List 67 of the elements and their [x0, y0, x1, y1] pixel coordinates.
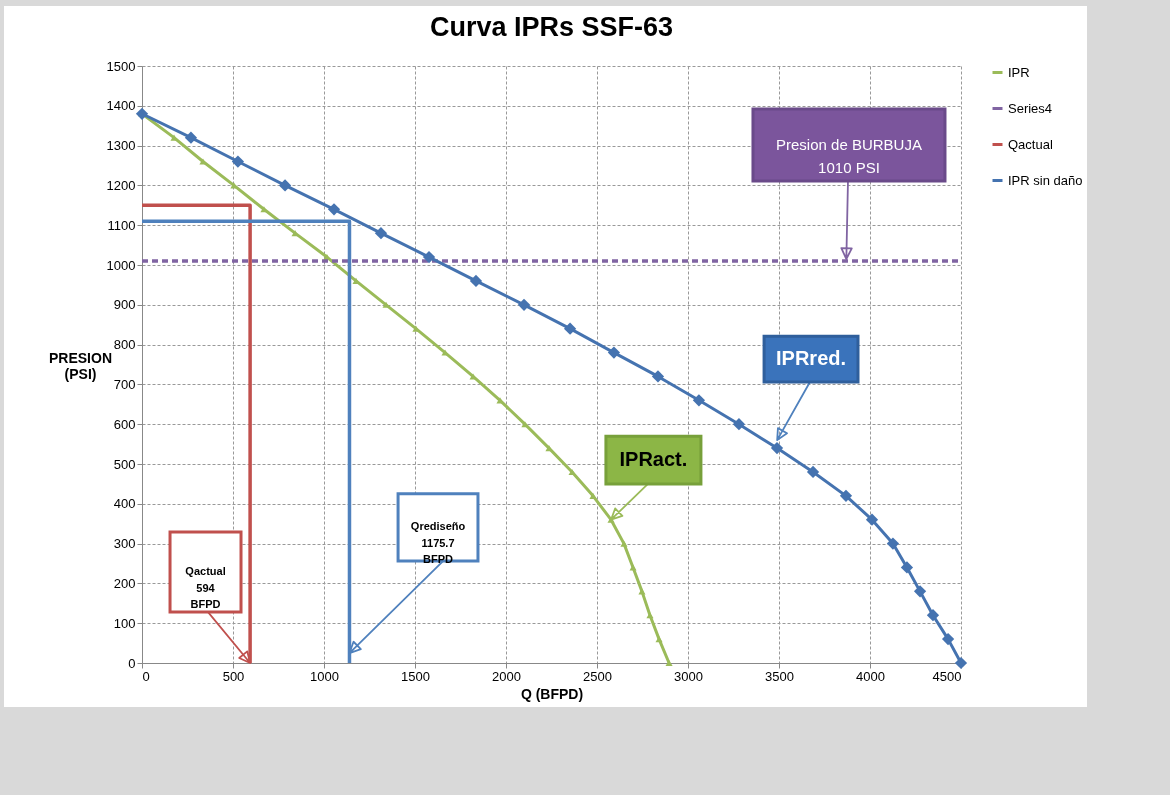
y-tick-label: 1000 — [106, 257, 136, 273]
point — [327, 203, 341, 216]
point — [806, 465, 820, 479]
point — [692, 394, 706, 407]
point — [913, 585, 927, 598]
point — [607, 346, 621, 359]
y-tick-label: 700 — [113, 376, 136, 392]
annotation: Qrediseño 1175.7 BFPD — [410, 520, 466, 566]
point — [422, 250, 436, 264]
point — [629, 564, 637, 571]
x-tick-label: 0 — [142, 668, 150, 684]
point — [926, 609, 940, 622]
x-axis-title: Q (BFPD) — [520, 685, 584, 702]
point — [563, 322, 577, 335]
x-tick-label: 2500 — [583, 668, 612, 684]
x-tick-label: 3000 — [674, 668, 703, 684]
annotation: Presion de BURBUJA 1010 PSI — [776, 136, 922, 176]
y-tick-label: 1200 — [106, 177, 136, 193]
point — [620, 540, 628, 547]
point — [839, 489, 853, 502]
legend-label: IPR sin daño — [1008, 172, 1083, 188]
point — [665, 659, 673, 667]
legend-label: IPR — [1008, 64, 1030, 80]
y-axis-title: PRESION (PSI) — [48, 350, 113, 383]
x-tick-label: 1500 — [401, 668, 430, 684]
x-tick-label: 4500 — [932, 668, 962, 684]
y-tick-label: 1300 — [106, 138, 136, 154]
y-tick-label: 1100 — [107, 217, 136, 233]
y-tick-label: 400 — [113, 496, 136, 512]
point — [900, 561, 914, 574]
y-tick-label: 800 — [113, 337, 136, 353]
y-tick-label: 1500 — [106, 58, 136, 74]
y-tick-label: 500 — [113, 456, 136, 472]
legend-label: Qactual — [1008, 136, 1053, 152]
y-tick-label: 600 — [113, 416, 136, 432]
point — [941, 633, 955, 646]
legend-label: Series4 — [1008, 100, 1053, 116]
point — [865, 513, 879, 526]
point — [568, 468, 576, 476]
point — [469, 274, 483, 288]
point — [231, 155, 245, 168]
y-tick-label: 200 — [113, 575, 136, 591]
chart-title: Curva IPRs SSF-63 — [429, 12, 674, 42]
y-tick-label: 100 — [113, 615, 136, 631]
point — [517, 298, 531, 311]
annotation: IPRred. — [776, 347, 847, 370]
y-tick-label: 300 — [113, 536, 136, 552]
point — [278, 179, 292, 192]
y-tick-label: 900 — [113, 297, 136, 313]
annotation: IPRact. — [619, 448, 688, 471]
x-tick-label: 2000 — [492, 668, 521, 684]
annotation: Qactual 594 BFPD — [185, 565, 226, 611]
point — [954, 656, 968, 670]
point — [651, 370, 665, 383]
point — [589, 492, 597, 499]
x-tick-label: 500 — [222, 668, 245, 684]
point — [886, 537, 900, 550]
point — [184, 131, 198, 144]
y-tick-label: 1400 — [106, 98, 136, 114]
point — [732, 418, 746, 431]
point — [655, 636, 663, 643]
x-tick-label: 4000 — [856, 668, 885, 684]
point — [770, 441, 784, 455]
point — [374, 227, 388, 240]
y-tick-label: 0 — [128, 655, 136, 671]
x-tick-label: 3500 — [765, 668, 794, 684]
x-tick-label: 1000 — [310, 668, 339, 684]
